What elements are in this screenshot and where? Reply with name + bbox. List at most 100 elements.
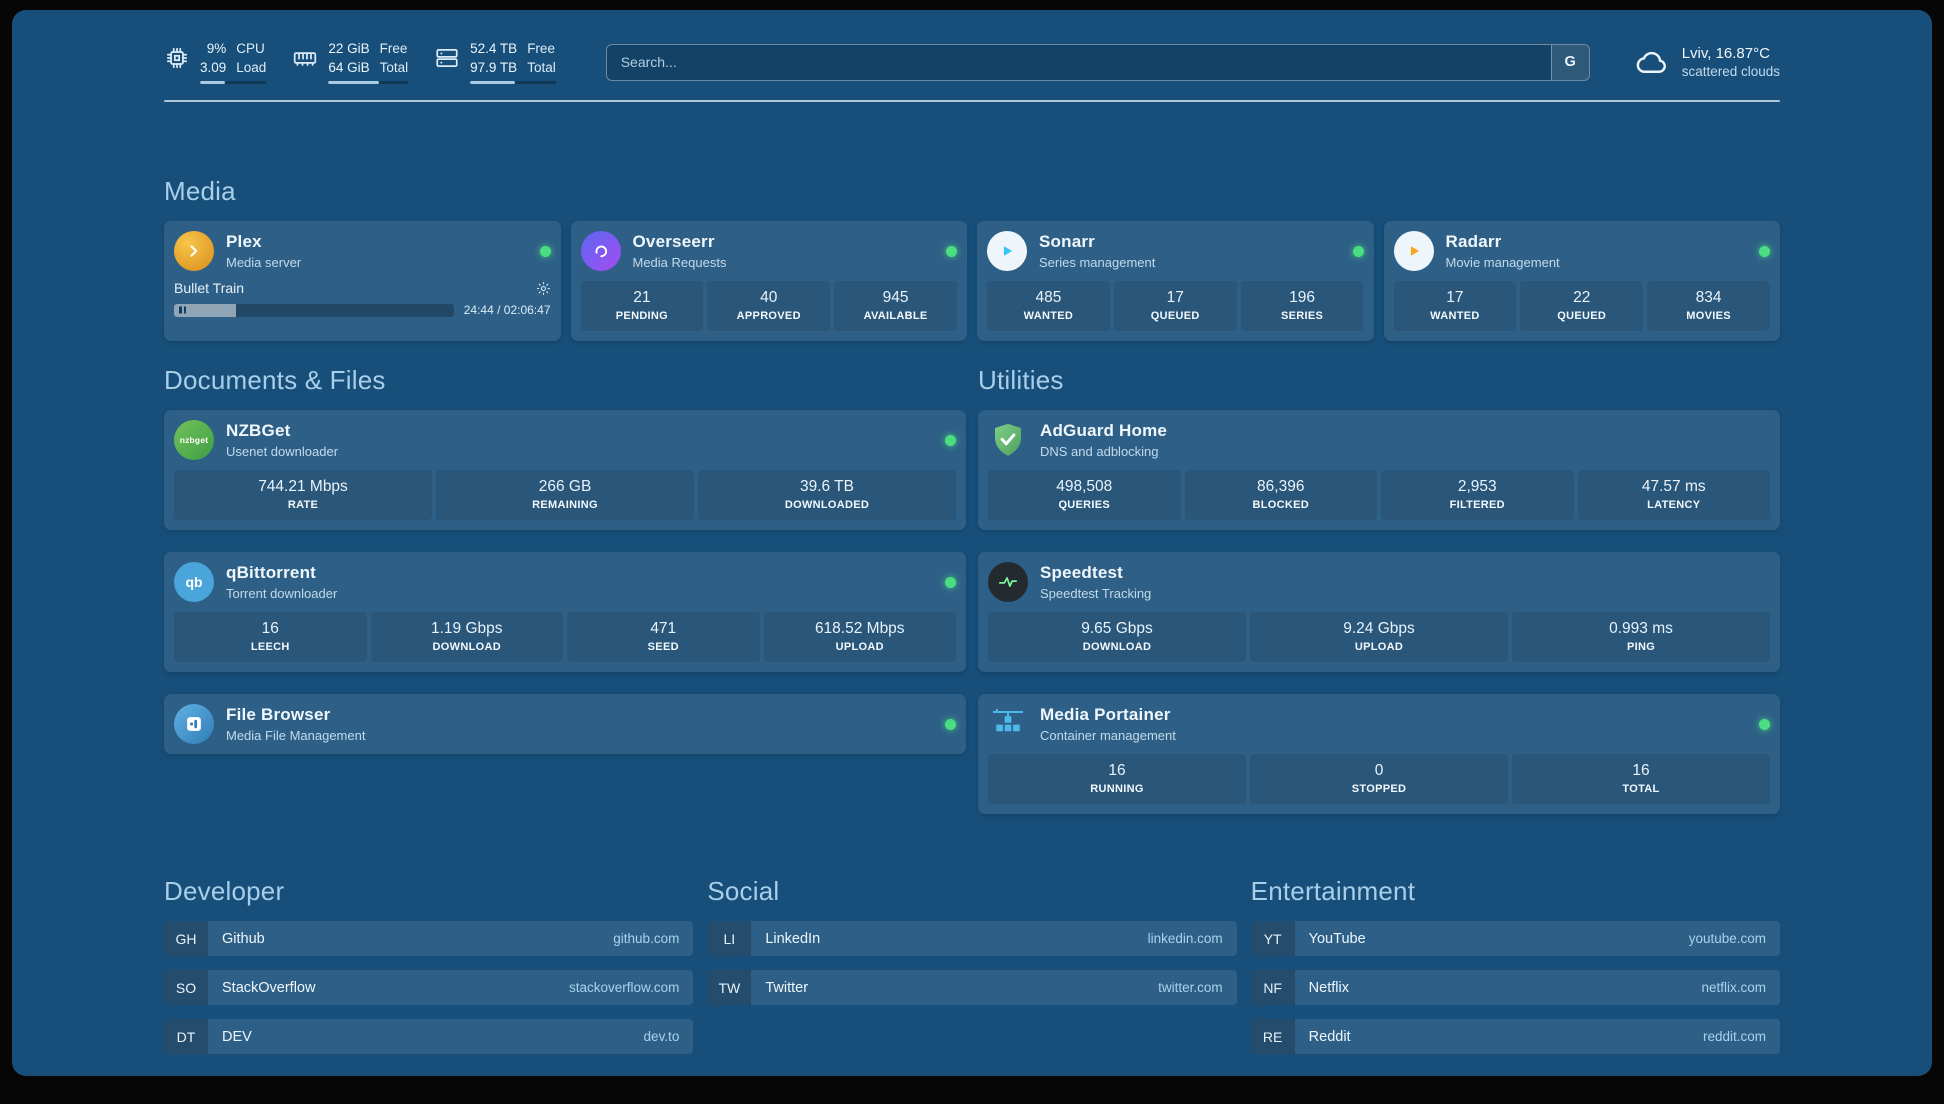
- bookmark-dev[interactable]: DT DEV dev.to: [164, 1019, 694, 1055]
- status-dot: [1759, 245, 1770, 257]
- stat-label: DOWNLOAD: [432, 641, 501, 654]
- filebrowser-icon: [174, 704, 214, 745]
- stat-tile: 47.57 ms LATENCY: [1577, 470, 1770, 521]
- service-name: Radarr: [1445, 232, 1502, 252]
- stat-value: 16: [1632, 762, 1650, 780]
- bookmark-reddit[interactable]: RE Reddit reddit.com: [1250, 1019, 1780, 1055]
- service-description: Series management: [1039, 255, 1156, 271]
- bookmark-url: stackoverflow.com: [569, 980, 680, 996]
- bookmark-netflix[interactable]: NF Netflix netflix.com: [1250, 970, 1780, 1006]
- service-card-filebrowser[interactable]: File Browser Media File Management: [164, 694, 966, 755]
- bookmark-name: LinkedIn: [765, 930, 821, 947]
- section-documents: Documents & Files nzbget NZBGet Usenet d…: [164, 365, 966, 755]
- bookmark-name: Reddit: [1308, 1028, 1351, 1045]
- service-card-sonarr[interactable]: Sonarr Series management 485 WANTED 17 Q…: [977, 221, 1374, 342]
- cpu-load-label: Load: [236, 59, 267, 75]
- stat-tile: 9.65 Gbps DOWNLOAD: [988, 612, 1246, 663]
- nzbget-icon-text: nzbget: [179, 435, 209, 446]
- status-dot: [1759, 718, 1770, 730]
- stat-value: 39.6 TB: [799, 478, 854, 496]
- status-dot: [945, 576, 956, 588]
- bookmark-abbr: YT: [1250, 921, 1295, 957]
- bookmark-abbr: DT: [164, 1019, 208, 1055]
- service-card-nzbget[interactable]: nzbget NZBGet Usenet downloader 744.21 M…: [164, 410, 966, 531]
- playback-time: 24:44 / 02:06:47: [463, 303, 551, 318]
- service-card-plex[interactable]: Plex Media server Bullet Train: [164, 221, 561, 342]
- stat-tile: 16 LEECH: [174, 612, 367, 663]
- service-card-portainer[interactable]: Media Portainer Container management 16 …: [978, 694, 1780, 815]
- disk-icon: [434, 45, 460, 71]
- bookmark-url: github.com: [613, 931, 680, 947]
- service-card-radarr[interactable]: Radarr Movie management 17 WANTED 22 QUE…: [1383, 221, 1780, 342]
- service-name: Speedtest: [1040, 563, 1124, 583]
- system-widgets: 9% CPU 3.09 Load: [164, 40, 556, 85]
- service-card-adguard[interactable]: AdGuard Home DNS and adblocking 498,508 …: [978, 410, 1780, 531]
- stat-tile: 86,396 BLOCKED: [1184, 470, 1377, 521]
- plex-player: 24:44 / 02:06:47: [174, 303, 551, 317]
- bookmark-url: linkedin.com: [1147, 931, 1223, 947]
- bookmark-url: dev.to: [643, 1029, 680, 1045]
- header-divider: [164, 100, 1780, 103]
- service-card-speedtest[interactable]: Speedtest Speedtest Tracking 9.65 Gbps D…: [978, 552, 1780, 673]
- bookmark-url: twitter.com: [1158, 980, 1223, 996]
- bookmark-twitter[interactable]: TW Twitter twitter.com: [707, 970, 1237, 1006]
- section-title-utilities: Utilities: [978, 365, 1064, 396]
- weather-location-temp: Lviv, 16.87°C: [1681, 45, 1770, 63]
- service-card-overseerr[interactable]: Overseerr Media Requests 21 PENDING 40 A…: [570, 221, 967, 342]
- stat-value: 945: [882, 289, 909, 307]
- stat-tile: 16 TOTAL: [1512, 754, 1770, 805]
- stat-value: 0.993 ms: [1609, 620, 1673, 638]
- bookmark-group-social: Social LI LinkedIn linkedin.com TW Twitt…: [707, 876, 1237, 1006]
- service-name: qBittorrent: [226, 563, 317, 583]
- stat-value: 498,508: [1056, 478, 1113, 496]
- stat-label: LEECH: [250, 641, 290, 654]
- stat-label: REMAINING: [532, 499, 598, 512]
- cpu-icon: [164, 45, 190, 71]
- stat-tile: 196 SERIES: [1240, 281, 1364, 332]
- service-name: NZBGet: [226, 421, 291, 441]
- bookmark-youtube[interactable]: YT YouTube youtube.com: [1250, 921, 1780, 957]
- stat-tile: 744.21 Mbps RATE: [174, 470, 432, 521]
- search-input[interactable]: [606, 44, 1551, 80]
- stat-label: UPLOAD: [835, 641, 884, 654]
- stat-value: 21: [633, 289, 651, 307]
- service-description: Media server: [226, 255, 302, 271]
- stat-label: APPROVED: [736, 310, 801, 323]
- service-description: DNS and adblocking: [1040, 444, 1159, 460]
- service-name: Sonarr: [1039, 232, 1095, 252]
- stat-label: TOTAL: [1622, 783, 1660, 796]
- search-provider-button[interactable]: G: [1550, 44, 1589, 80]
- bookmark-group-title: Social: [707, 876, 780, 907]
- stat-label: FILTERED: [1449, 499, 1505, 512]
- stat-label: SERIES: [1280, 310, 1324, 323]
- stat-value: 47.57 ms: [1641, 478, 1706, 496]
- weather-condition: scattered clouds: [1681, 64, 1780, 80]
- bookmark-abbr: SO: [164, 970, 208, 1006]
- pause-icon[interactable]: [179, 306, 186, 314]
- stat-tile: 471 SEED: [567, 612, 760, 663]
- bookmark-github[interactable]: GH Github github.com: [164, 921, 694, 957]
- bookmark-linkedin[interactable]: LI LinkedIn linkedin.com: [707, 921, 1237, 957]
- gear-icon[interactable]: [536, 281, 551, 296]
- bookmark-url: reddit.com: [1702, 1029, 1766, 1045]
- stat-tile: 2,953 FILTERED: [1381, 470, 1574, 521]
- stat-label: SEED: [647, 641, 679, 654]
- weather-widget: Lviv, 16.87°C scattered clouds: [1634, 44, 1780, 80]
- status-dot: [945, 718, 956, 730]
- stat-tile: 618.52 Mbps UPLOAD: [763, 612, 956, 663]
- stat-value: 834: [1695, 289, 1722, 307]
- stat-value: 9.65 Gbps: [1081, 620, 1153, 638]
- speedtest-icon: [988, 562, 1028, 603]
- cpu-load-value: 3.09: [200, 59, 227, 75]
- stat-label: WANTED: [1430, 310, 1480, 323]
- stat-label: QUERIES: [1058, 499, 1111, 512]
- adguard-icon: [988, 420, 1028, 460]
- stat-tile: 266 GB REMAINING: [436, 470, 694, 521]
- bookmark-stackoverflow[interactable]: SO StackOverflow stackoverflow.com: [164, 970, 694, 1006]
- playback-progressbar[interactable]: [174, 303, 454, 317]
- service-card-qbittorrent[interactable]: qb qBittorrent Torrent downloader 16: [164, 552, 966, 673]
- bookmark-abbr: TW: [707, 970, 752, 1006]
- stat-label: QUEUED: [1557, 310, 1607, 323]
- stat-tile: 0 STOPPED: [1250, 754, 1508, 805]
- stat-value: 16: [261, 620, 279, 638]
